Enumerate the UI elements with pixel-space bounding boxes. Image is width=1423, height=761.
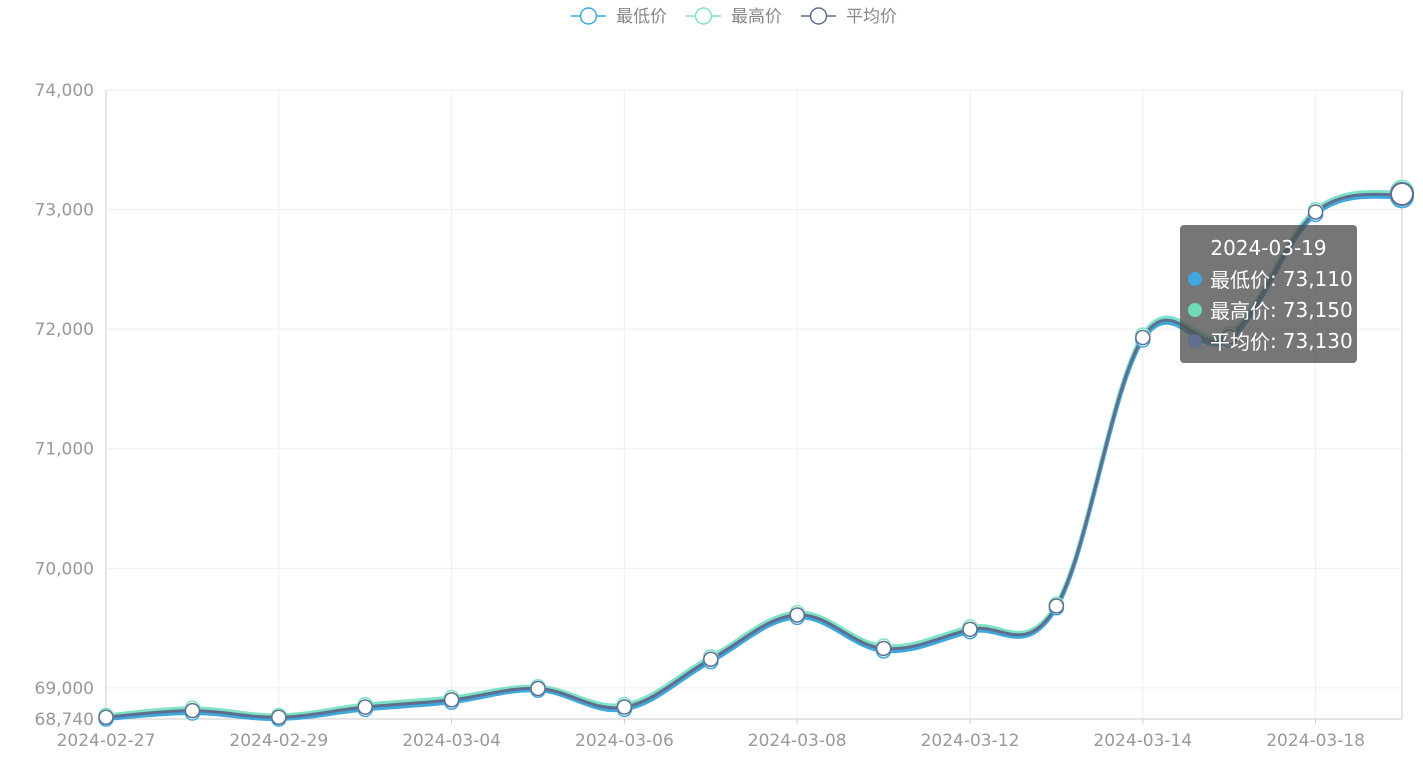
data-point[interactable]	[1048, 598, 1065, 614]
data-point[interactable]	[875, 640, 892, 657]
x-tick-label: 2024-03-04	[402, 731, 501, 751]
legend-marker-low	[579, 7, 598, 25]
data-point[interactable]	[271, 709, 287, 725]
y-tick-label: 74,000	[35, 81, 94, 101]
data-point[interactable]	[703, 651, 719, 667]
data-point[interactable]	[1135, 329, 1151, 346]
y-tick-label: 68,740	[35, 710, 94, 730]
x-tick-label: 2024-02-29	[229, 731, 328, 751]
x-tick-label: 2024-03-14	[1093, 731, 1192, 751]
tooltip-row-avg: 平均价: 73,130	[1188, 325, 1353, 356]
tooltip-dot-high	[1188, 302, 1202, 317]
tooltip-name-low: 最低价	[1210, 268, 1270, 292]
data-point[interactable]	[1307, 204, 1324, 220]
tooltip: 2024-03-19 最低价: 73,110 最高价: 73,150 平均价: …	[1180, 225, 1357, 363]
data-point[interactable]	[98, 709, 114, 725]
points-layer	[98, 179, 1414, 727]
tooltip-value-low: 73,110	[1282, 266, 1353, 291]
tooltip-row-low: 最低价: 73,110	[1188, 263, 1353, 294]
tooltip-name-high: 最高价	[1210, 299, 1270, 323]
legend-label-low: 最低价	[616, 7, 667, 27]
tooltip-colon: :	[1270, 266, 1277, 291]
tooltip-name-avg: 平均价	[1210, 330, 1270, 354]
y-tick-label: 70,000	[35, 559, 94, 579]
y-tick-label: 73,000	[35, 201, 94, 221]
legend-item-avg[interactable]: 平均价	[801, 7, 897, 27]
legend-marker-avg	[809, 7, 828, 25]
x-tick-label: 2024-03-12	[921, 731, 1020, 751]
x-tick-label: 2024-02-27	[57, 731, 156, 751]
y-tick-label: 72,000	[35, 320, 94, 340]
data-point[interactable]	[530, 680, 546, 697]
y-tick-label: 69,000	[35, 679, 94, 699]
tooltip-colon: :	[1270, 297, 1277, 322]
axes: 68,740 69,000 70,000 71,000 72,000 73,000 74,0…	[35, 81, 1402, 751]
tooltip-colon: :	[1270, 328, 1277, 353]
x-tick-label: 2024-03-18	[1266, 731, 1365, 751]
data-point[interactable]	[357, 699, 373, 715]
x-tick-label: 2024-03-08	[748, 731, 847, 751]
tooltip-title: 2024-03-19	[1210, 236, 1327, 260]
data-point[interactable]	[1390, 182, 1414, 207]
x-tick-label: 2024-03-06	[575, 731, 674, 751]
tooltip-value-high: 73,150	[1282, 297, 1353, 322]
tooltip-dot-low	[1188, 271, 1202, 286]
tooltip-value-avg: 73,130	[1282, 328, 1353, 353]
grid	[106, 89, 1403, 719]
legend-item-high[interactable]: 最高价	[686, 7, 782, 27]
tooltip-row-high: 最高价: 73,150	[1188, 294, 1353, 325]
data-point[interactable]	[962, 621, 978, 638]
data-point[interactable]	[184, 702, 201, 719]
data-point[interactable]	[443, 692, 460, 708]
legend-label-high: 最高价	[731, 7, 782, 27]
data-point[interactable]	[789, 607, 805, 623]
data-point[interactable]	[616, 699, 633, 715]
legend-label-avg: 平均价	[846, 7, 897, 27]
legend: 最低价 最高价 平均价	[571, 7, 897, 27]
tooltip-dot-avg	[1188, 333, 1202, 348]
legend-marker-high	[694, 7, 713, 25]
legend-item-low[interactable]: 最低价	[571, 7, 667, 27]
y-tick-label: 71,000	[35, 440, 94, 460]
